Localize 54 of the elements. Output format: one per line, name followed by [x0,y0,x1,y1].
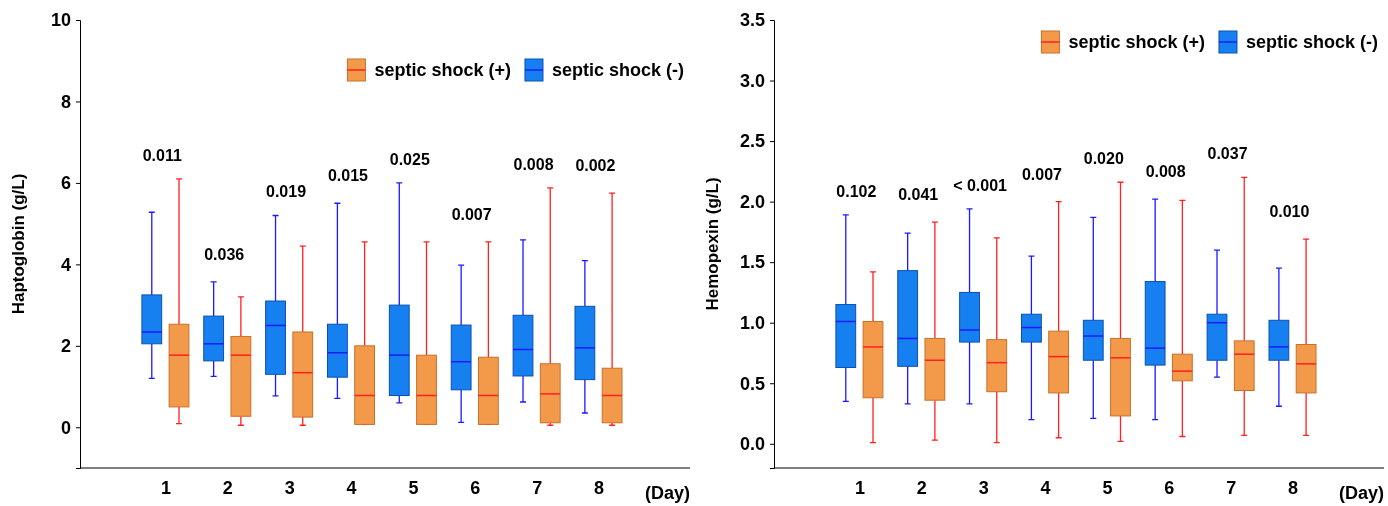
annotation: 0.008 [1145,163,1186,181]
legend-label: septic shock (-) [551,60,684,81]
annotation: 0.020 [1083,150,1124,168]
legend-label: septic shock (+) [374,60,511,81]
y-tick-label: 3.5 [739,10,765,31]
annotation: 0.019 [266,183,307,201]
x-axis-title: (Day) [1338,483,1384,503]
annotation: 0.011 [142,146,182,164]
annotation: 0.025 [389,150,430,168]
y-tick-label: 2.0 [739,191,765,212]
x-tick-label: 1 [160,478,171,499]
y-axis-title: Hemopexin (g/L) [703,177,722,311]
annotation: 0.010 [1269,203,1310,221]
x-axis-title: (Day) [644,483,690,503]
legend-label: septic shock (-) [1245,32,1378,53]
y-tick-label: 1.5 [739,252,765,273]
annotation: 0.037 [1207,145,1248,163]
x-tick-label: 4 [346,478,357,499]
y-tick-label: 4 [60,254,71,275]
y-tick-label: 0.5 [739,373,765,394]
x-tick-label: 8 [1287,478,1299,499]
x-tick-label: 8 [593,478,605,499]
y-tick-label: 10 [50,10,71,31]
x-tick-label: 7 [532,478,543,499]
x-tick-label: 6 [470,478,481,499]
x-tick-label: 3 [284,478,295,499]
y-tick-label: 1.0 [739,312,765,333]
y-tick-label: 0 [60,417,71,438]
x-tick-label: 7 [1226,478,1237,499]
annotation: 0.102 [836,182,877,200]
annotation: 0.008 [513,155,554,173]
x-tick-label: 5 [1102,478,1113,499]
annotation: 0.002 [575,157,616,175]
annotation: 0.007 [451,205,492,223]
y-tick-label: 6 [60,173,71,194]
x-tick-label: 3 [978,478,989,499]
x-tick-label: 6 [1164,478,1175,499]
x-tick-label: 2 [222,478,233,499]
y-tick-label: 3.0 [739,70,765,91]
y-tick-label: 2.5 [739,131,765,152]
y-tick-label: 2 [60,336,71,357]
annotation: 0.015 [327,167,369,185]
annotation: 0.041 [898,186,939,204]
annotation: 0.036 [204,245,245,263]
y-axis-title: Haptoglobin (g/L) [9,173,28,315]
y-tick-label: 0.0 [739,434,765,455]
x-tick-label: 5 [408,478,419,499]
annotation: < 0.001 [953,176,1008,194]
y-tick-label: 8 [60,91,71,112]
annotation: 0.007 [1021,165,1063,183]
x-tick-label: 2 [916,478,927,499]
x-tick-label: 1 [854,478,865,499]
x-tick-label: 4 [1040,478,1051,499]
legend-label: septic shock (+) [1068,32,1205,53]
